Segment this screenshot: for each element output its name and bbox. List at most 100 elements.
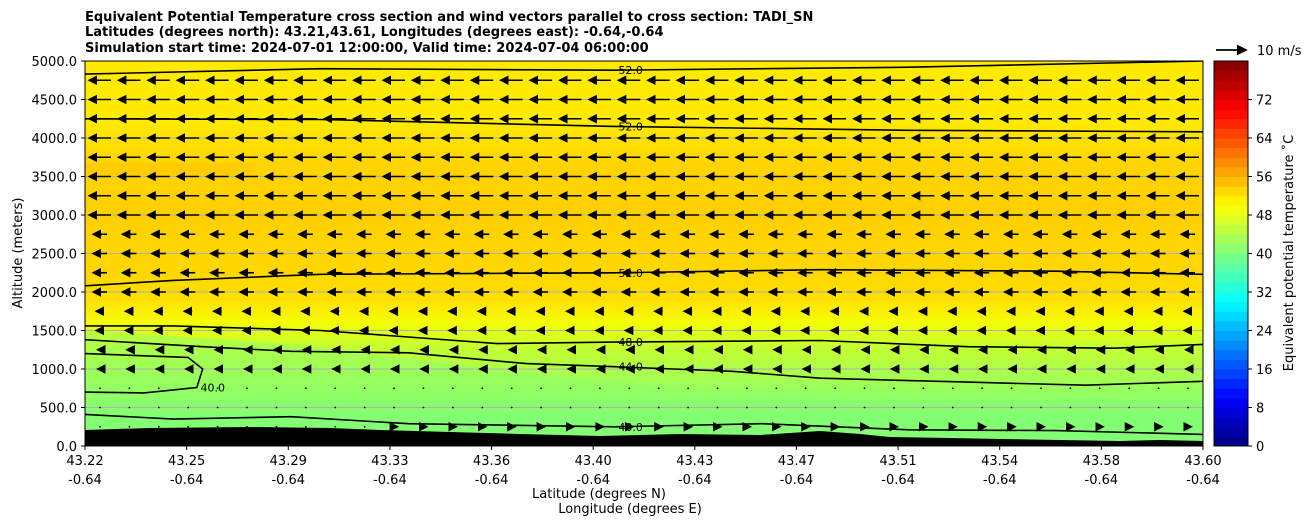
y-tick-label: 3500.0 [32, 171, 78, 186]
wind-vector [1010, 406, 1013, 409]
wind-vector [1098, 387, 1101, 390]
wind-vector [657, 406, 660, 409]
wind-vector [187, 425, 190, 428]
colorbar-segment [1214, 118, 1248, 129]
wind-vector [157, 425, 160, 428]
x-tick-label-lon: -0.64 [1186, 473, 1220, 488]
wind-vector [569, 406, 572, 409]
colorbar-segment [1214, 215, 1248, 226]
wind-vector [716, 406, 719, 409]
colorbar-segment [1214, 166, 1248, 177]
contour-label: 52.0 [618, 64, 643, 77]
wind-vector [1187, 387, 1189, 390]
x-tick-label-lat: 43.60 [1184, 454, 1221, 469]
title-line-3: Simulation start time: 2024-07-01 12:00:… [85, 41, 649, 56]
y-tick-label: 500.0 [40, 402, 77, 417]
wind-vector [951, 387, 954, 390]
wind-vector [451, 406, 454, 409]
x-tick-label-lon: -0.64 [373, 473, 407, 488]
x-tick-label-lat: 43.22 [66, 454, 103, 469]
contour-line [85, 325, 1203, 350]
contour-line [85, 268, 1203, 287]
wind-vector [1187, 406, 1189, 409]
colorbar-segment [1214, 272, 1248, 283]
colorbar-segment [1214, 388, 1248, 399]
wind-vector [510, 406, 513, 409]
colorbar-segment [1214, 109, 1248, 120]
x-tick-label-lon: -0.64 [170, 473, 204, 488]
wind-vector [981, 387, 984, 390]
wind-vector [775, 406, 778, 409]
y-tick-label: 4500.0 [32, 94, 78, 109]
colorbar-segment [1214, 234, 1248, 245]
colorbar-tick-label: 16 [1256, 363, 1273, 378]
wind-vector [981, 406, 984, 409]
plot-area: 52.0 52.0 52.0 48.0 44.0 40.0 40.0 [85, 61, 1203, 446]
y-tick-label: 3000.0 [32, 209, 78, 224]
wind-vector [804, 387, 807, 390]
contour-label: 52.0 [618, 267, 643, 280]
colorbar-segment [1214, 186, 1248, 197]
colorbar-segment [1214, 301, 1248, 312]
wind-vector [216, 425, 219, 428]
colorbar-segment [1214, 426, 1248, 437]
wind-vector [304, 387, 307, 390]
wind-vector [863, 387, 866, 390]
colorbar-tick-label: 48 [1256, 209, 1273, 224]
x-tick-label-lat: 43.51 [879, 454, 916, 469]
title-line-1: Equivalent Potential Temperature cross s… [85, 10, 813, 25]
x-axis-label-line-2: Longitude (degrees E) [558, 502, 702, 517]
colorbar-tick-label: 56 [1256, 171, 1273, 186]
wind-vector [128, 406, 131, 409]
wind-vector [481, 406, 484, 409]
wind-vector [628, 406, 631, 409]
wind-vector [1098, 406, 1101, 409]
colorbar-segment [1214, 224, 1248, 235]
x-tick-label-lat: 43.47 [778, 454, 815, 469]
colorbar-segment [1214, 70, 1248, 81]
wind-vector [1010, 387, 1013, 390]
wind-vector [598, 406, 601, 409]
colorbar-segment [1214, 263, 1248, 274]
y-tick-label: 2500.0 [32, 248, 78, 263]
colorbar-segment [1214, 369, 1248, 380]
wind-vector [451, 387, 454, 390]
wind-vector [1128, 387, 1131, 390]
wind-vector [393, 387, 395, 390]
colorbar-segment [1214, 320, 1248, 331]
wind-vector [275, 425, 278, 428]
colorbar-segment [1214, 417, 1248, 428]
wind-vector [746, 387, 748, 390]
wind-vector [598, 387, 601, 390]
wind-vector [99, 387, 101, 390]
wind-vector [804, 406, 807, 409]
wind-vector [216, 406, 219, 409]
x-tick-label-lon: -0.64 [881, 473, 915, 488]
colorbar-tick-label: 64 [1256, 132, 1273, 147]
wind-vector [187, 406, 190, 409]
colorbar-segment [1214, 99, 1248, 110]
wind-vector [363, 406, 366, 409]
wind-vector [687, 387, 690, 390]
wind-vector [393, 406, 395, 409]
colorbar-segment [1214, 147, 1248, 158]
x-tick-label-lon: -0.64 [983, 473, 1017, 488]
wind-vector [275, 406, 278, 409]
colorbar-label: Equivalent potential temperature ˚C [1281, 135, 1297, 371]
wind-vector [1040, 406, 1042, 409]
contour-label: 48.0 [618, 336, 643, 349]
colorbar-segment [1214, 61, 1248, 72]
colorbar-segment [1214, 176, 1248, 187]
x-tick-label-lat: 43.25 [168, 454, 205, 469]
wind-vector [1157, 406, 1160, 409]
wind-vector [716, 387, 719, 390]
wind-vector [157, 406, 160, 409]
quiver-key: 10 m/s [1216, 44, 1302, 59]
wind-vector [863, 406, 866, 409]
x-tick-label-lon: -0.64 [576, 473, 610, 488]
contour-label: 40.0 [618, 421, 643, 434]
y-tick-label: 5000.0 [32, 55, 78, 70]
x-tick-label-lat: 43.29 [270, 454, 307, 469]
colorbar-segment [1214, 349, 1248, 360]
contour-label: 52.0 [618, 120, 643, 133]
